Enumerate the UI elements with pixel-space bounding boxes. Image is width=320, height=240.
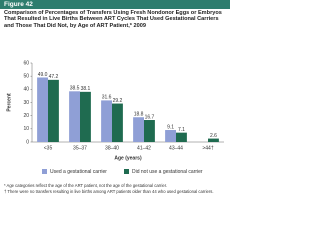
value-label: 16.7 xyxy=(145,114,155,120)
bar xyxy=(144,120,155,142)
chart-title: Comparison of Percentages of Transfers U… xyxy=(4,10,222,29)
chart: 0 10 20 30 40 50 60 Percent Age (years) <35 49.0 47… xyxy=(4,60,224,194)
y-tick-label: 40 xyxy=(23,87,29,93)
y-tick-label: 60 xyxy=(23,60,29,66)
value-label: 29.2 xyxy=(113,98,123,104)
value-label: 18.8 xyxy=(134,112,144,118)
legend-swatch xyxy=(42,169,47,174)
footnote: † There were no transfers resulting in l… xyxy=(4,189,214,194)
legend-swatch xyxy=(124,169,129,174)
bar xyxy=(176,132,187,142)
value-label: 49.0 xyxy=(38,72,48,78)
page: Figure 42 Comparison of Percentages of T… xyxy=(0,0,230,195)
y-axis-label: Percent xyxy=(6,93,12,112)
y-tick-label: 10 xyxy=(23,126,29,132)
x-tick-label: >44† xyxy=(202,145,213,151)
value-label: 38.1 xyxy=(81,86,91,92)
legend-label: Used a gestational carrier xyxy=(50,169,107,175)
value-label: 47.2 xyxy=(49,74,59,80)
value-label: 2.6 xyxy=(210,133,217,139)
legend-label: Did not use a gestational carrier xyxy=(132,169,203,175)
bar xyxy=(48,79,59,142)
bar xyxy=(112,103,123,142)
figure-label: Figure 42 xyxy=(0,0,230,9)
bar xyxy=(133,117,144,142)
footnote: * Age categories reflect the age of the … xyxy=(4,183,167,188)
y-tick-label: 0 xyxy=(26,139,29,145)
x-tick-label: 41–42 xyxy=(137,145,151,151)
bar xyxy=(101,100,112,142)
y-tick-label: 20 xyxy=(23,113,29,119)
bar xyxy=(165,130,176,142)
x-tick-label: 38–40 xyxy=(105,145,119,151)
x-tick-label: <35 xyxy=(44,145,53,151)
x-tick-label: 35–37 xyxy=(73,145,87,151)
x-tick-label: 43–44 xyxy=(169,145,183,151)
bar xyxy=(208,138,219,142)
bar xyxy=(37,77,48,142)
x-axis-label: Age (years) xyxy=(114,155,142,161)
bar xyxy=(80,91,91,142)
value-label: 31.6 xyxy=(102,95,112,101)
value-label: 7.1 xyxy=(178,127,185,133)
bar xyxy=(69,91,80,142)
y-tick-label: 50 xyxy=(23,73,29,79)
value-label: 9.1 xyxy=(167,124,174,130)
y-tick-label: 30 xyxy=(23,100,29,106)
value-label: 38.5 xyxy=(70,86,80,92)
